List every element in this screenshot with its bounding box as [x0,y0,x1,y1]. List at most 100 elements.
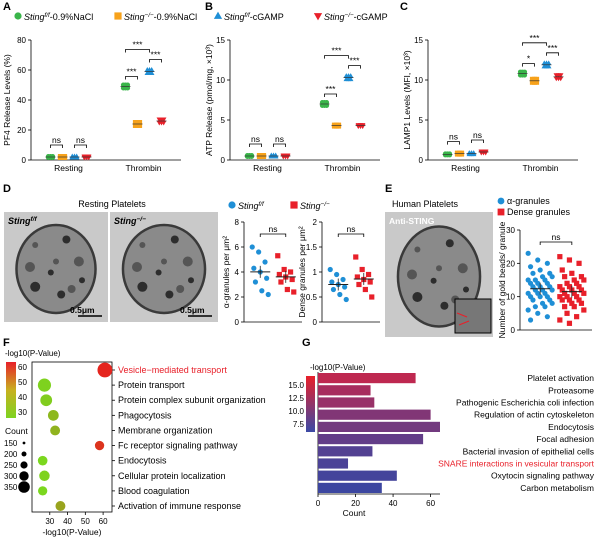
category-label: Endocytosis [118,456,167,466]
bubble [37,455,48,466]
data-point [578,300,585,306]
x-tick-label: 20 [351,499,360,508]
legend-title: Count [5,426,28,436]
y-tick-label: 0 [22,156,27,165]
data-point [264,275,270,281]
legend-condition: -cGAMP [354,12,388,22]
category-label: Cellular protein localization [118,471,226,481]
x-tick-label: 60 [99,517,108,526]
panel-letter-a: A [3,1,11,13]
data-point [148,70,155,76]
category-label: Phagocytosis [118,410,172,420]
granule [32,242,39,248]
data-point [574,314,580,320]
micrograph-genotype: −/− [137,216,147,223]
significance-bracket [125,76,138,80]
panel-d-dense-granules-chart: 0 0.5 1 1.5 2 Dense granules per μm² ns [297,218,380,327]
micrograph-genotype: f/f [31,216,38,223]
granule [463,286,469,293]
legend-gene: Sting [300,201,321,211]
data-point [559,297,565,303]
data-point [559,287,565,293]
granule [137,281,148,292]
y-tick-label: 15 [216,36,225,45]
granule [79,277,85,284]
micrograph-gene: Sting [8,216,31,226]
y-tick-label: 0 [221,156,226,165]
data-point [125,85,131,91]
bar [318,421,440,432]
y-tick-label: 40 [17,96,26,105]
legend-label: Sting−/− [300,201,330,211]
granule [47,269,54,276]
legend-condition: -0.9%NaCl [154,12,198,22]
color-tick-label: 10.0 [288,407,304,416]
data-point [527,264,534,270]
plot-frame [31,361,113,513]
data-point [340,276,346,283]
scale-bar-label: 0.5μm [180,305,205,315]
panel-letter-e: E [385,183,392,195]
micrograph-label: Sting−/− [114,216,146,226]
color-scale [306,376,315,432]
significance-bracket [539,241,573,245]
bar [318,434,424,445]
y-tick-label: 1.5 [306,243,318,252]
data-point [137,123,143,128]
data-point [544,314,550,320]
bar [318,482,382,493]
data-point [459,151,465,157]
significance-label: ns [76,135,85,145]
size-tick-label: 150 [4,439,18,448]
size-tick-label: 350 [4,483,18,492]
legend-label: Sting−/−-cGAMP [324,12,388,22]
significance-label: ns [52,135,61,145]
x-tick-label: 30 [45,517,54,526]
data-point [574,294,580,300]
bubble [55,501,66,511]
size-tick-label: 250 [4,461,18,470]
significance-bracket [447,141,460,145]
significance-label: ns [275,134,284,144]
significance-bracket [249,143,262,147]
color-tick-label: 40 [18,393,27,402]
significance-label: ns [269,224,278,234]
significance-bracket [149,59,162,63]
data-point [532,304,538,310]
legend-condition: -0.9%NaCl [50,12,94,22]
panel-d-alpha-granules-chart: 0 2 4 6 8 α-granules per μm² ns [221,218,302,327]
data-point [324,103,330,108]
significance-label: *** [548,43,559,53]
panel-a-pf4-chart: 0 20 40 60 80 PF4 Release Levels (%) Resting Th… [2,36,181,173]
data-point [336,123,342,129]
legend-gene: Sting [24,12,45,22]
category-label: Focal adhesion [536,434,594,444]
data-point [571,277,577,283]
data-point [50,155,56,161]
y-tick-label: 60 [17,66,26,75]
data-point [347,73,354,78]
data-point [359,266,365,273]
legend-title: -log10(P-Value) [310,363,366,372]
legend-title: -log10(P-Value) [5,349,61,358]
data-point [329,279,335,285]
granule [73,256,84,267]
bar [318,397,375,408]
bar [318,446,373,457]
inset-box [454,298,492,334]
data-point [342,284,348,290]
bar [318,385,371,396]
granule [139,242,146,248]
data-point [525,250,531,256]
category-label: Protein complex subunit organization [118,395,266,405]
data-point [367,279,373,285]
data-point [534,76,540,82]
data-point [549,274,555,280]
data-point [542,304,548,310]
granule [62,235,71,244]
data-point [574,280,580,286]
y-tick-label: 30 [506,226,515,235]
x-tick-label: Thrombin [126,163,162,173]
